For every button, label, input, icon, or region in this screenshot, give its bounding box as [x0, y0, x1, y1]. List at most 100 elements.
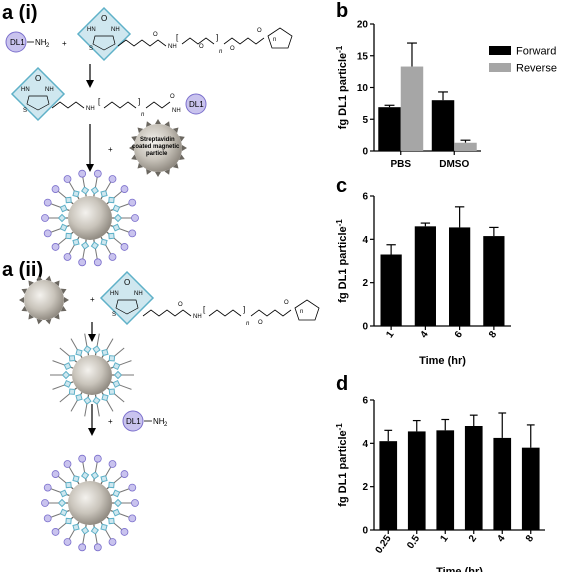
y-axis-label: fg DL1 particle-1 [335, 423, 349, 507]
biotin-marker [65, 481, 72, 489]
streptavidin-marker [182, 145, 187, 151]
dl1-marker [93, 543, 102, 552]
peg-linker [52, 360, 65, 366]
svg-text:O: O [124, 278, 130, 287]
svg-text:O: O [258, 320, 263, 326]
biotin-diamond-icon [10, 66, 66, 122]
peg-linker [106, 400, 114, 412]
chart-d: 0 2 4 6 fg DL1 particle-1 0.25 0.5 1 2 4 8 Time (hr… [335, 396, 545, 572]
biotin-marker [112, 362, 121, 371]
streptavidin-marker [146, 121, 152, 127]
svg-text:n: n [273, 37, 276, 43]
biotin-marker [80, 186, 90, 195]
streptavidin-marker [129, 145, 134, 151]
svg-text:]: ] [243, 305, 245, 314]
biotin-marker [108, 232, 115, 240]
biotin-diamond-icon [76, 6, 132, 62]
biotin-marker [101, 348, 109, 357]
svg-text:NH: NH [86, 106, 95, 112]
dl1-marker [43, 229, 52, 238]
svg-text:+: + [90, 295, 95, 304]
magnetic-bead [68, 196, 112, 240]
biotin-marker [90, 241, 100, 250]
svg-text:HN: HN [21, 87, 30, 93]
streptavidin-marker [164, 121, 170, 127]
svg-text:+: + [108, 145, 113, 154]
peg-linker [105, 466, 112, 476]
peg-linker [50, 488, 61, 493]
bar [493, 437, 512, 530]
peg-linker [94, 248, 98, 260]
svg-text:O: O [230, 46, 235, 52]
y-axis-label: fg DL1 particle-1 [335, 45, 349, 129]
biotin-marker [112, 223, 121, 232]
y-axis-label-sup: -1 [335, 219, 344, 227]
streptavidin-marker [146, 169, 152, 175]
y-tick-label: 6 [362, 396, 368, 407]
dl1-marker [131, 214, 139, 222]
biotin-marker [72, 475, 80, 483]
dl1-marker [63, 175, 72, 183]
svg-text:O: O [170, 94, 175, 100]
dl1-protein-icon [185, 93, 207, 115]
biotin-marker [72, 523, 80, 531]
streptavidin-marker [131, 136, 137, 142]
panel-label-a-i: a (i) [2, 2, 38, 24]
dl1-marker [93, 258, 102, 267]
dl1-coated-bead [41, 454, 139, 552]
peg-linker [59, 347, 70, 357]
dl1-marker [128, 514, 137, 523]
biotin-marker [65, 232, 72, 240]
biotin-marker [61, 370, 71, 380]
y-tick-label: 4 [362, 439, 368, 450]
peg-linker [113, 190, 123, 199]
chart-b: 0 5 10 15 20 fg DL1 particle-1 PBS DMSO Forward R… [335, 20, 557, 171]
streptavidin-bead [19, 275, 69, 325]
svg-text:HN: HN [87, 27, 96, 33]
streptavidin-marker [36, 275, 43, 282]
peg-linker [94, 461, 98, 473]
streptavidin-marker [45, 275, 52, 282]
dl1-protein-icon [122, 410, 144, 432]
dl1-label: DL1 [10, 38, 25, 47]
y-tick-label: 5 [362, 115, 368, 126]
streptavidin-marker [164, 169, 170, 175]
svg-text:particle: particle [146, 151, 168, 157]
biotin-marker [112, 489, 121, 498]
biotin-marker [59, 223, 68, 232]
svg-text:n: n [246, 321, 250, 327]
legend-swatch [489, 46, 511, 55]
dl1-marker [63, 253, 72, 261]
biotin-marker [113, 213, 123, 223]
svg-text:[: [ [176, 33, 179, 42]
biotin-marker [80, 471, 90, 480]
dl1-marker [128, 229, 137, 238]
peg-linker [119, 203, 130, 208]
panel-label-b: b [336, 0, 348, 22]
dl1-marker [51, 185, 60, 193]
bar [436, 430, 455, 530]
y-tick-label: 0 [362, 147, 368, 158]
streptavidin-marker [179, 154, 185, 160]
bar [449, 227, 471, 326]
dl1-protein-icon [5, 31, 27, 53]
dl1-marker [108, 460, 117, 468]
peg-linker [82, 176, 86, 188]
dl1-marker [120, 470, 129, 478]
bar [464, 426, 483, 530]
peg-linker [105, 181, 112, 191]
peg-linker [68, 181, 75, 191]
x-tick-label: 0.5 [405, 533, 422, 551]
plus-sign: + [62, 39, 67, 48]
streptavidin-marker [155, 119, 161, 124]
peg-linker [106, 338, 114, 350]
y-tick-label: 0 [362, 322, 368, 333]
biotin-marker [59, 508, 68, 517]
x-tick-label: 6 [453, 329, 465, 340]
biotin-marker [63, 362, 72, 371]
legend-label: Forward [516, 46, 556, 58]
peg-linker [68, 466, 75, 476]
dl1-marker [63, 460, 72, 468]
x-tick-label: 1 [384, 329, 396, 340]
